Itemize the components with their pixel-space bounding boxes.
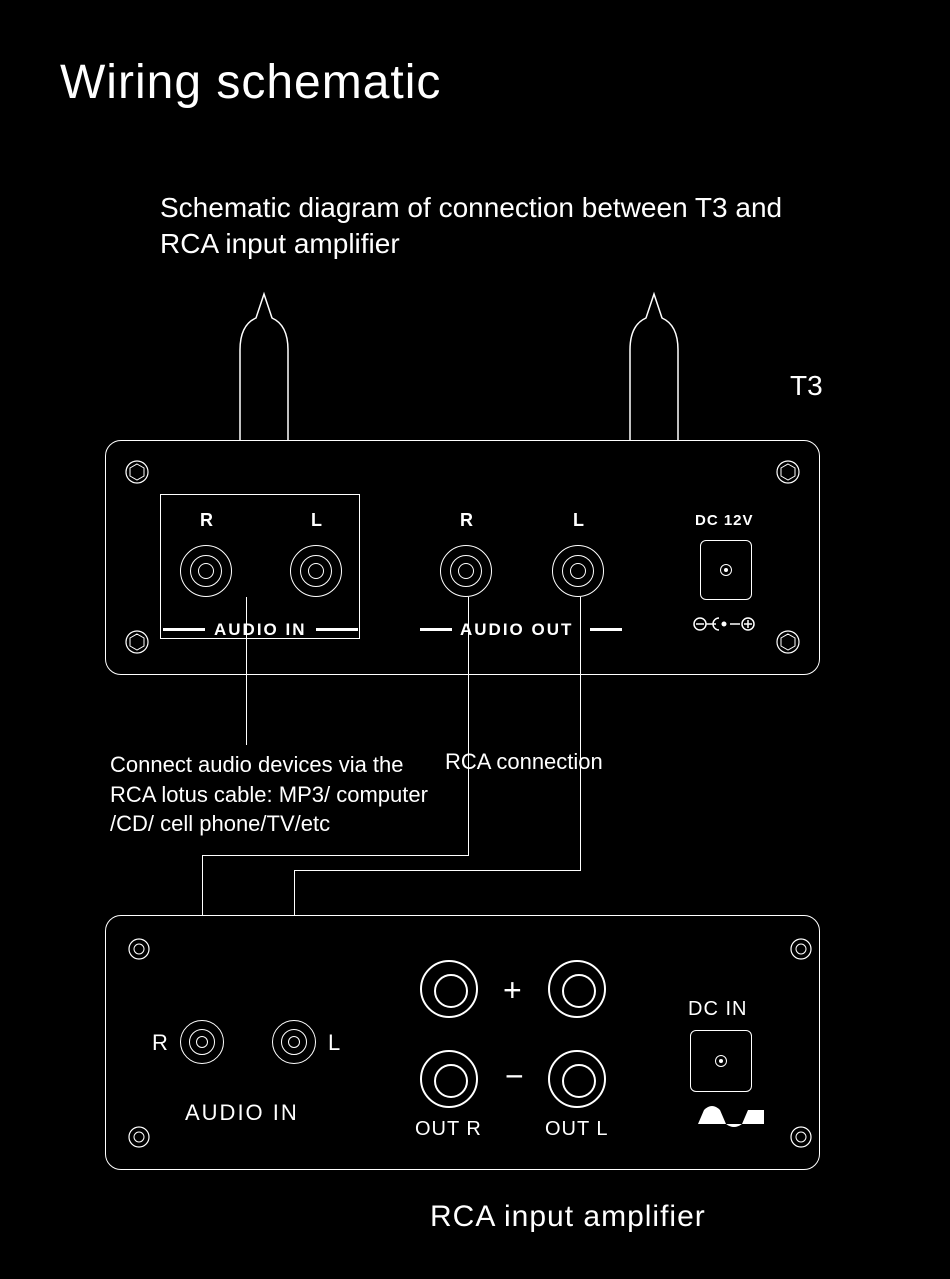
- screw-circle: [790, 1126, 812, 1153]
- wire: [468, 597, 469, 855]
- page-title: Wiring schematic: [60, 55, 441, 110]
- amp-audio-in-r-jack: [180, 1020, 224, 1064]
- screw-circle: [790, 938, 812, 965]
- annotation-left: Connect audio devices via the RCA lotus …: [110, 750, 440, 839]
- t3-power-label: DC 12V: [695, 512, 754, 529]
- line-decoration: [590, 628, 622, 631]
- t3-audio-out-l-jack: [552, 545, 604, 597]
- amp-out-r-label: OUT R: [415, 1118, 482, 1141]
- line-decoration: [316, 628, 358, 631]
- screw-hex: [125, 460, 149, 484]
- amp-audio-in-label: AUDIO IN: [185, 1100, 299, 1126]
- amp-power-label: DC IN: [688, 998, 747, 1021]
- amp-audio-in-r-label: R: [152, 1030, 168, 1056]
- subtitle: Schematic diagram of connection between …: [160, 190, 800, 263]
- amp-out-plus-l: [548, 960, 606, 1018]
- wire: [294, 870, 581, 871]
- t3-audio-out-r-jack: [440, 545, 492, 597]
- t3-audio-out-r-label: R: [460, 510, 473, 531]
- wave-icon: [686, 1100, 766, 1135]
- screw-circle: [128, 1126, 150, 1153]
- t3-audio-in-r-jack: [180, 545, 232, 597]
- vacuum-tube-right: [618, 290, 690, 450]
- amp-out-plus-r: [420, 960, 478, 1018]
- wire: [580, 597, 581, 870]
- t3-audio-in-r-label: R: [200, 510, 213, 531]
- t3-audio-in-l-label: L: [311, 510, 322, 531]
- wire: [202, 855, 469, 856]
- footer-label: RCA input amplifier: [430, 1200, 706, 1234]
- polarity-symbol: [692, 614, 762, 639]
- t3-audio-out-label: AUDIO OUT: [460, 620, 573, 640]
- screw-circle: [128, 938, 150, 965]
- t3-audio-in-label: AUDIO IN: [214, 620, 307, 640]
- amp-audio-in-l-jack: [272, 1020, 316, 1064]
- screw-hex: [776, 630, 800, 654]
- amp-out-minus-r: [420, 1050, 478, 1108]
- t3-power-jack: [700, 540, 752, 600]
- t3-audio-in-l-jack: [290, 545, 342, 597]
- amp-out-minus-l: [548, 1050, 606, 1108]
- device-label-t3: T3: [790, 370, 823, 402]
- plus-symbol: +: [503, 972, 522, 1009]
- screw-hex: [125, 630, 149, 654]
- line-decoration: [420, 628, 452, 631]
- amp-power-jack: [690, 1030, 752, 1092]
- amp-out-l-label: OUT L: [545, 1118, 609, 1141]
- amp-audio-in-l-label: L: [328, 1030, 340, 1056]
- t3-audio-out-l-label: L: [573, 510, 584, 531]
- line-decoration: [163, 628, 205, 631]
- vacuum-tube-left: [228, 290, 300, 450]
- minus-symbol: −: [505, 1058, 524, 1095]
- screw-hex: [776, 460, 800, 484]
- wire: [246, 597, 247, 745]
